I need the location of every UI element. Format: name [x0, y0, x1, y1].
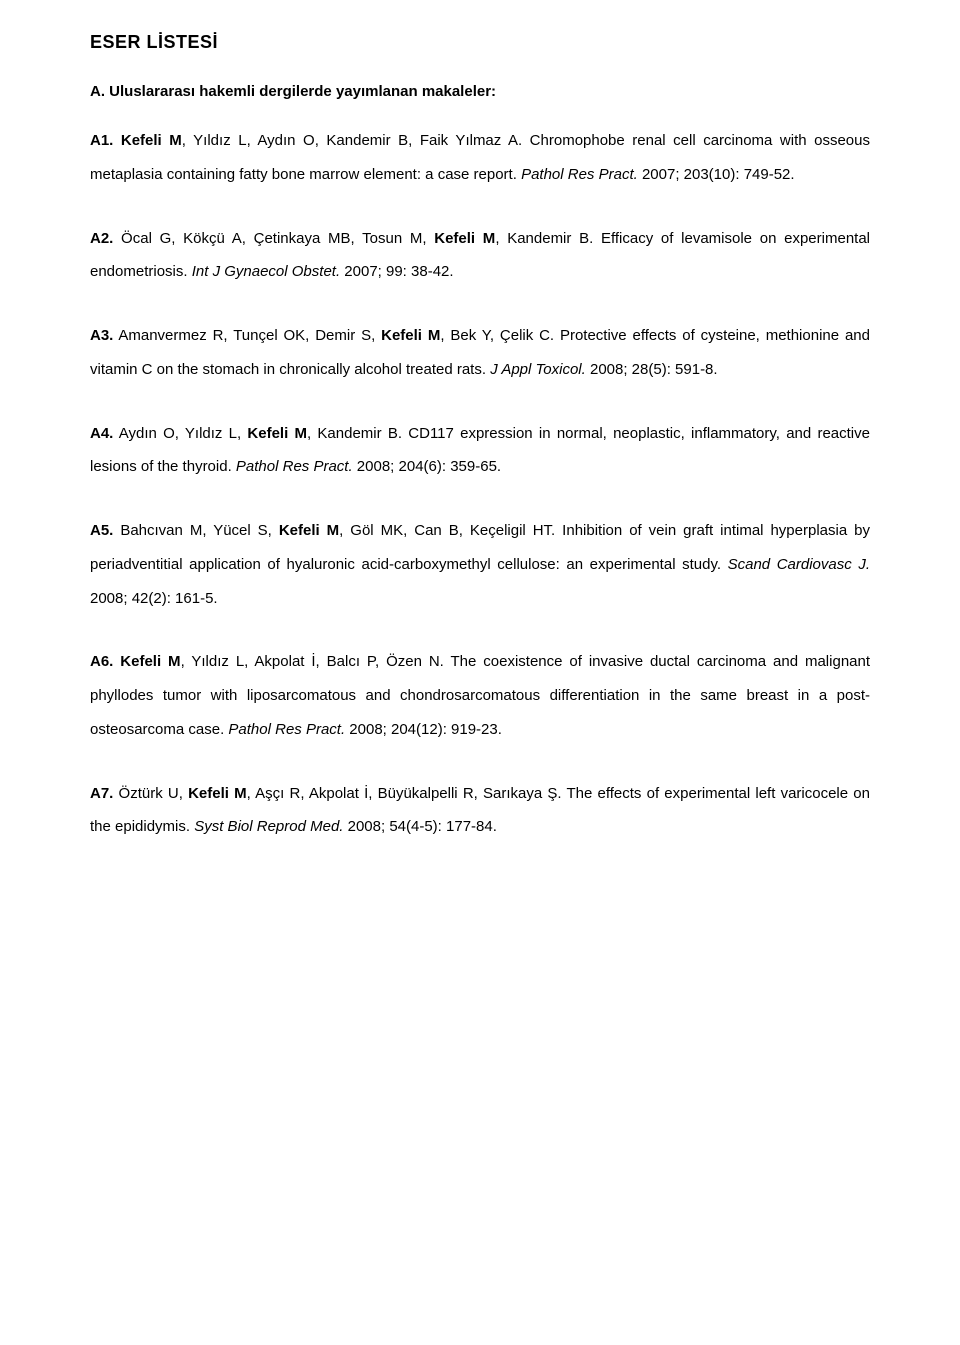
entry-bold-author: Kefeli M: [381, 327, 440, 344]
entry-cite: 2008; 42(2): 161-5.: [90, 590, 218, 607]
entry-journal: Syst Biol Reprod Med.: [194, 818, 343, 835]
entry-label: A7.: [90, 785, 113, 802]
entry-cite: 2007; 99: 38-42.: [340, 263, 453, 280]
entry-a4: A4. Aydın O, Yıldız L, Kefeli M, Kandemi…: [90, 417, 870, 485]
entry-bold-author: Kefeli M: [279, 522, 339, 539]
entry-label: A1.: [90, 132, 113, 149]
entry-text: Aydın O, Yıldız L,: [113, 425, 247, 442]
entry-cite: 2008; 204(12): 919-23.: [345, 721, 502, 738]
entry-text: Öztürk U,: [113, 785, 188, 802]
entry-label: A6.: [90, 653, 113, 670]
section-heading: A. Uluslararası hakemli dergilerde yayım…: [90, 83, 870, 100]
entry-label: A5.: [90, 522, 113, 539]
entry-text: Bahcıvan M, Yücel S,: [113, 522, 278, 539]
entry-cite: 2008; 204(6): 359-65.: [353, 458, 501, 475]
entry-journal: Int J Gynaecol Obstet.: [192, 263, 340, 280]
entry-label: A3.: [90, 327, 113, 344]
entry-cite: 2008; 54(4-5): 177-84.: [343, 818, 496, 835]
entry-journal: Pathol Res Pract.: [228, 721, 345, 738]
document-page: ESER LİSTESİ A. Uluslararası hakemli der…: [0, 0, 960, 1345]
entry-a6: A6. Kefeli M, Yıldız L, Akpolat İ, Balcı…: [90, 645, 870, 746]
entry-a3: A3. Amanvermez R, Tunçel OK, Demir S, Ke…: [90, 319, 870, 387]
entry-journal: Scand Cardiovasc J.: [728, 556, 870, 573]
entry-bold-author: Kefeli M: [188, 785, 247, 802]
entry-bold-author: Kefeli M: [434, 230, 495, 247]
entry-label: A4.: [90, 425, 113, 442]
page-title: ESER LİSTESİ: [90, 32, 870, 53]
entry-bold-author: Kefeli M: [120, 653, 180, 670]
entry-text: Öcal G, Kökçü A, Çetinkaya MB, Tosun M,: [113, 230, 434, 247]
entry-journal: Pathol Res Pract.: [236, 458, 353, 475]
entry-cite: 2007; 203(10): 749-52.: [638, 166, 795, 183]
entry-journal: J Appl Toxicol.: [490, 361, 586, 378]
entry-label: A2.: [90, 230, 113, 247]
entry-a1: A1. Kefeli M, Yıldız L, Aydın O, Kandemi…: [90, 124, 870, 192]
entry-a5: A5. Bahcıvan M, Yücel S, Kefeli M, Göl M…: [90, 514, 870, 615]
entry-journal: Pathol Res Pract.: [521, 166, 638, 183]
entry-a2: A2. Öcal G, Kökçü A, Çetinkaya MB, Tosun…: [90, 222, 870, 290]
entry-text: Amanvermez R, Tunçel OK, Demir S,: [113, 327, 381, 344]
entry-bold-author: Kefeli M: [247, 425, 307, 442]
entry-bold-author: Kefeli M: [121, 132, 182, 149]
entry-cite: 2008; 28(5): 591-8.: [586, 361, 718, 378]
entry-a7: A7. Öztürk U, Kefeli M, Aşçı R, Akpolat …: [90, 777, 870, 845]
